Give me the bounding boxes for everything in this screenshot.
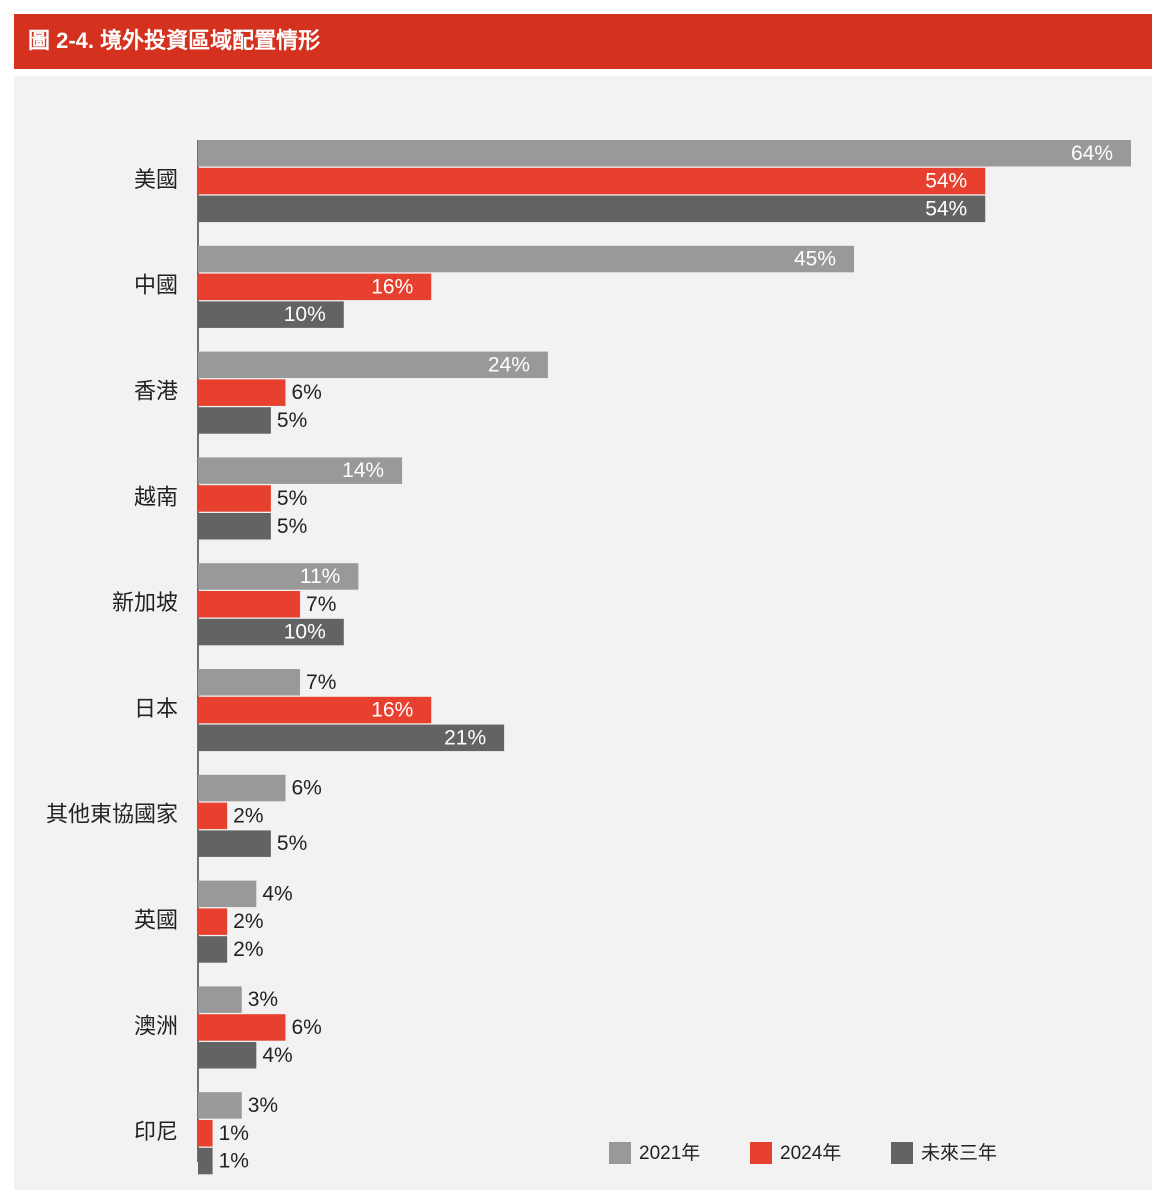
bar xyxy=(198,351,548,379)
bar xyxy=(198,936,228,963)
value-label: 4% xyxy=(262,1044,292,1067)
value-label: 24% xyxy=(488,353,530,376)
bar xyxy=(198,301,344,328)
value-label: 6% xyxy=(291,777,321,800)
bar xyxy=(198,696,432,724)
bar xyxy=(198,1092,242,1119)
bar xyxy=(198,379,286,406)
bar xyxy=(198,167,986,195)
bar xyxy=(198,195,986,223)
value-label: 1% xyxy=(219,1122,249,1145)
bar xyxy=(198,485,271,512)
value-label: 10% xyxy=(284,303,326,326)
bar xyxy=(198,908,228,935)
bar xyxy=(198,1042,257,1069)
value-label: 21% xyxy=(444,726,486,749)
value-label: 5% xyxy=(277,515,307,538)
bar xyxy=(198,724,505,752)
value-label: 2% xyxy=(233,938,263,961)
y-tick-label: 印尼 xyxy=(134,1119,178,1144)
y-tick-label: 中國 xyxy=(134,273,178,298)
y-tick-label: 澳洲 xyxy=(134,1013,178,1038)
bar xyxy=(198,591,301,618)
bar xyxy=(198,802,228,830)
bar xyxy=(198,407,271,434)
value-label: 5% xyxy=(277,409,307,432)
y-tick-label: 日本 xyxy=(134,696,178,721)
bar xyxy=(198,986,242,1013)
value-label: 2% xyxy=(233,804,263,827)
value-label: 1% xyxy=(219,1150,249,1173)
value-label: 11% xyxy=(300,565,340,588)
title-bar xyxy=(14,14,1152,69)
value-label: 2% xyxy=(233,910,263,933)
bar xyxy=(198,245,855,273)
legend-swatch xyxy=(750,1142,772,1164)
y-tick-label: 其他東協國家 xyxy=(46,802,178,827)
value-label: 54% xyxy=(925,170,967,193)
bar xyxy=(198,140,1131,167)
y-tick-label: 英國 xyxy=(134,907,178,932)
value-label: 7% xyxy=(306,671,336,694)
bar xyxy=(198,563,359,590)
value-label: 14% xyxy=(342,459,384,482)
bar xyxy=(198,1014,286,1041)
bar xyxy=(198,273,432,301)
bar xyxy=(198,457,403,484)
value-label: 45% xyxy=(794,248,836,271)
legend-label: 未來三年 xyxy=(921,1142,997,1164)
value-label: 6% xyxy=(291,381,321,404)
value-label: 16% xyxy=(371,275,413,298)
y-tick-label: 美國 xyxy=(134,167,178,192)
bar xyxy=(198,774,286,802)
y-tick-label: 越南 xyxy=(134,484,178,509)
legend-swatch xyxy=(891,1142,913,1164)
plot-background xyxy=(14,76,1152,1190)
y-tick-label: 新加坡 xyxy=(112,590,178,615)
bar xyxy=(198,1147,213,1175)
legend-label: 2024年 xyxy=(780,1142,841,1164)
value-label: 7% xyxy=(306,593,336,616)
value-label: 5% xyxy=(277,487,307,510)
bar xyxy=(198,830,271,857)
value-label: 3% xyxy=(248,1094,278,1117)
legend-label: 2021年 xyxy=(639,1142,700,1164)
value-label: 54% xyxy=(925,197,967,220)
value-label: 6% xyxy=(291,1016,321,1039)
legend-swatch xyxy=(609,1142,631,1164)
value-label: 4% xyxy=(262,882,292,905)
bar xyxy=(198,1120,213,1147)
value-label: 10% xyxy=(284,621,326,644)
value-label: 3% xyxy=(248,988,278,1011)
value-label: 5% xyxy=(277,832,307,855)
bar xyxy=(198,669,301,696)
y-tick-label: 香港 xyxy=(134,378,178,403)
bar xyxy=(198,513,271,540)
value-label: 64% xyxy=(1071,142,1113,165)
bar xyxy=(198,618,344,646)
value-label: 16% xyxy=(371,699,413,722)
bar xyxy=(198,880,257,908)
chart-title: 圖 2-4. 境外投資區域配置情形 xyxy=(28,28,320,53)
